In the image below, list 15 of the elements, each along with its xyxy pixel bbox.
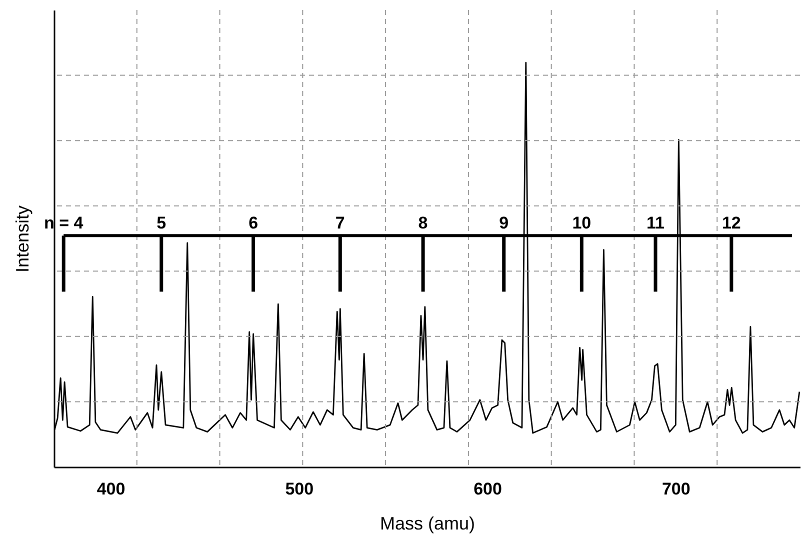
annotation: 5 [156, 214, 166, 233]
annotation: n = 4 [44, 214, 84, 233]
x-tick-label: 400 [96, 480, 126, 498]
x-tick-label: 600 [474, 480, 502, 498]
annotation: 10 [572, 214, 592, 233]
y-axis-title: Intensity [12, 205, 32, 273]
annotation: 8 [418, 214, 428, 233]
annotation: 11 [646, 214, 664, 233]
annotation: 7 [335, 214, 345, 233]
annotation: 12 [722, 214, 741, 233]
annotation: 9 [499, 214, 509, 233]
annotation: 6 [248, 214, 258, 233]
x-axis-title: Mass (amu) [380, 514, 476, 534]
x-tick-label: 700 [662, 480, 690, 498]
x-tick-label: 500 [285, 480, 314, 498]
